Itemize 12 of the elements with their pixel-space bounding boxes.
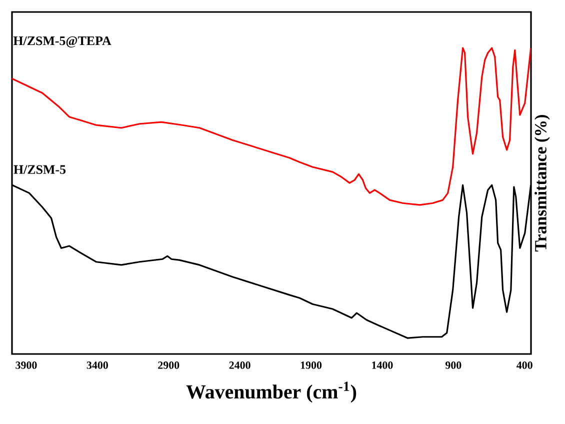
x-axis-title: Wavenumber (cm$^{-1}$) xyxy=(186,382,356,403)
x-tick-label: 1400 xyxy=(372,362,393,369)
y-axis-title: Transmittance (%) xyxy=(534,115,550,252)
x-tick-label: 3400 xyxy=(86,362,108,369)
x-tick-label: 1900 xyxy=(300,362,322,369)
x-tick-label: 2400 xyxy=(229,362,250,369)
x-tick-label: 400 xyxy=(516,362,532,369)
text: H/ZSM-5@TEPA xyxy=(13,36,112,48)
x-tick-label: 2900 xyxy=(158,362,180,369)
x-tick-label: 900 xyxy=(445,362,462,369)
x-tick-label: 3900 xyxy=(16,362,37,369)
series-label: H/ZSM-5 xyxy=(14,165,66,174)
